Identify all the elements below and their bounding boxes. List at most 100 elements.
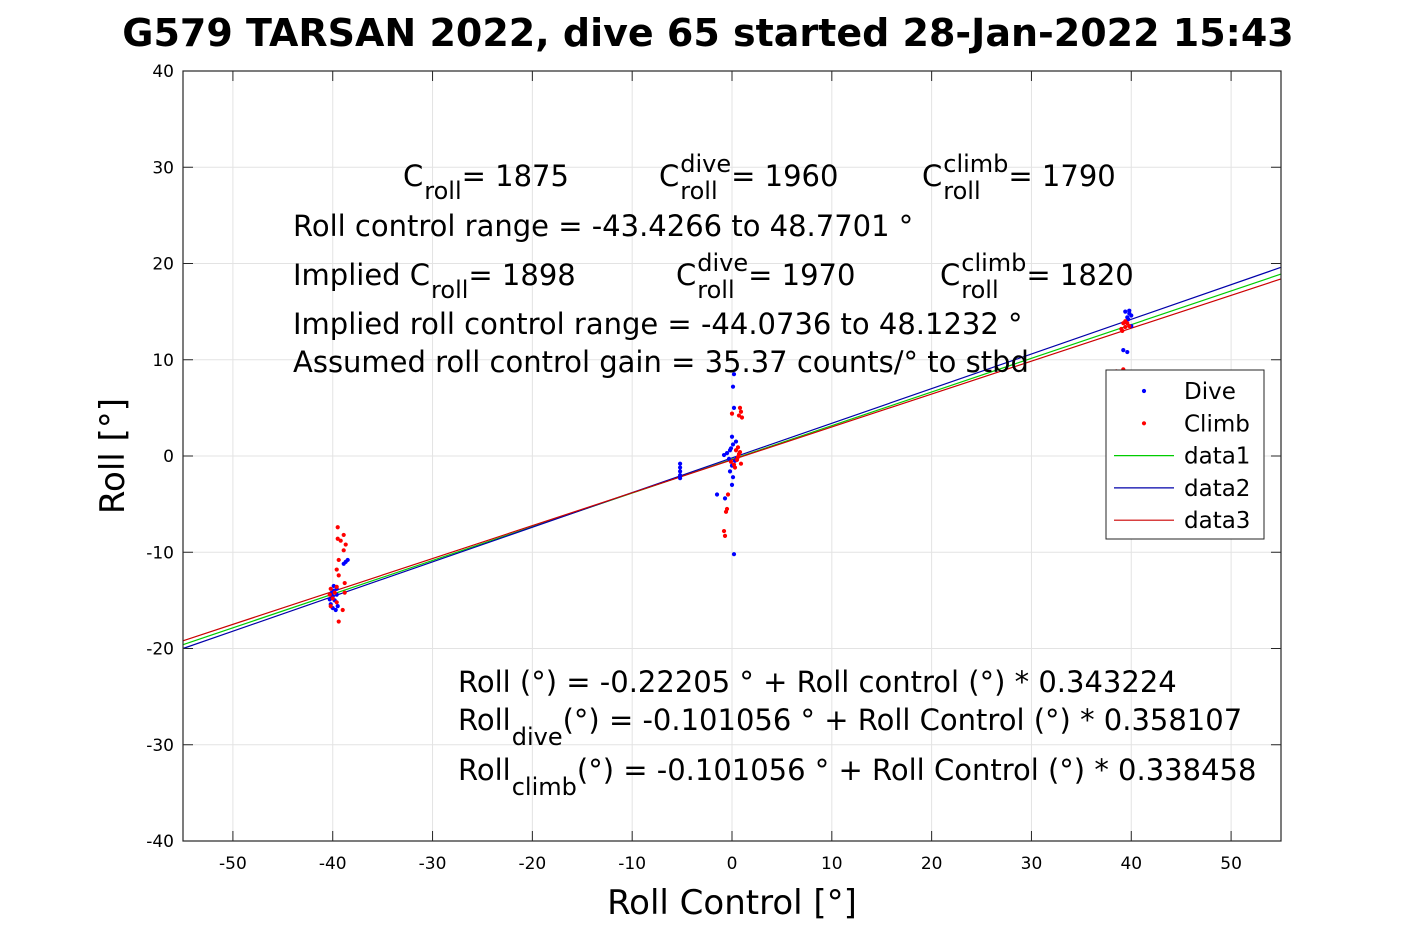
roll-dive-equation-rest: (°) = -0.101056 ° + Roll Control (°) * 0…	[563, 703, 1243, 737]
climb-point	[737, 405, 743, 410]
x-tick-label: -20	[518, 854, 546, 874]
c-roll-2-sub: roll	[943, 177, 980, 205]
x-tick-label: -40	[319, 854, 347, 874]
x-tick-label: -50	[219, 854, 247, 874]
climb-point	[729, 411, 735, 416]
chart-title: G579 TARSAN 2022, dive 65 started 28-Jan…	[122, 11, 1293, 55]
legend-label-data2: data2	[1184, 476, 1250, 502]
c-roll-1-base: C	[659, 159, 679, 193]
dive-point	[729, 434, 735, 439]
dive-point	[731, 405, 737, 410]
y-tick-label: -40	[146, 832, 174, 852]
roll-control-range: Roll control range = -43.4266 to 48.7701…	[293, 209, 913, 243]
roll-equation: Roll (°) = -0.22205 ° + Roll control (°)…	[458, 665, 1177, 699]
dive-point	[714, 492, 720, 497]
fit-line-data2	[182, 266, 1282, 650]
climb-point	[336, 557, 341, 563]
dive-point	[733, 439, 739, 444]
climb-point	[338, 538, 343, 543]
dive-point	[730, 475, 736, 480]
implied-c-roll-0-sub: roll	[431, 276, 468, 304]
climb-point	[1120, 328, 1125, 333]
dive-point	[731, 552, 737, 557]
roll-control-gain: Assumed roll control gain = 35.37 counts…	[293, 345, 1029, 379]
x-tick-label: 10	[821, 854, 843, 874]
dive-point	[1125, 349, 1130, 355]
c-roll-1-value: = 1960	[731, 159, 838, 193]
climb-point	[335, 525, 340, 530]
climb-point	[725, 492, 731, 497]
x-tick-label: 30	[1021, 854, 1043, 874]
plot-area: -50 -40 -30 -20 -10 0 10 20 30 40 50 -40 -30 -20 -10 0 1…	[146, 62, 1282, 874]
dive-point	[677, 469, 683, 474]
roll-climb-equation-rest: (°) = -0.101056 ° + Roll Control (°) * 0…	[577, 753, 1257, 787]
climb-point	[335, 536, 340, 541]
c-roll-0-value: = 1875	[462, 159, 569, 193]
y-tick-label: 40	[152, 62, 174, 82]
legend-label-dive: Dive	[1184, 379, 1236, 405]
climb-point	[340, 607, 345, 613]
legend-marker-climb	[1141, 421, 1147, 426]
dive-point	[729, 482, 735, 487]
c-roll-0-sub: roll	[424, 177, 461, 205]
implied-c-roll-2-value: = 1820	[1026, 258, 1133, 292]
c-roll-0-base: C	[403, 159, 423, 193]
dive-point	[730, 442, 736, 447]
dive-point	[335, 604, 340, 609]
climb-point	[1127, 323, 1132, 329]
y-axis-label: Roll [°]	[93, 398, 133, 514]
y-tick-label: -20	[146, 640, 174, 660]
implied-c-roll-1-sup: dive	[697, 249, 748, 277]
climb-point	[721, 528, 727, 534]
c-roll-2-base: C	[922, 159, 942, 193]
implied-c-roll-2-sup: climb	[961, 249, 1026, 277]
implied-c-roll-0-base: Implied C	[293, 258, 430, 292]
dive-point	[677, 476, 683, 481]
roll-dive-equation-base: Roll	[458, 703, 511, 737]
climb-point	[332, 590, 337, 595]
implied-c-roll-2-base: C	[940, 258, 960, 292]
legend-marker-dive	[1141, 388, 1147, 394]
climb-point	[723, 509, 729, 514]
climb-point	[735, 445, 741, 450]
implied-c-roll-1-base: C	[676, 258, 696, 292]
climb-point	[728, 459, 734, 464]
climb-point	[738, 461, 744, 466]
climb-point	[342, 580, 347, 586]
roll-dive-equation-sub: dive	[512, 723, 563, 751]
climb-point	[731, 462, 737, 467]
climb-point	[334, 567, 339, 572]
climb-point	[341, 532, 346, 538]
roll-climb-equation: Roll climb (°) = -0.101056 ° + Roll Contr…	[458, 753, 1256, 801]
axis-ticks: -50 -40 -30 -20 -10 0 10 20 30 40 50 -40 -30 -20 -10 0 1…	[146, 62, 1281, 874]
climb-point	[739, 415, 745, 420]
c-roll-1-sup: dive	[680, 150, 731, 178]
climb-point	[330, 596, 335, 601]
dive-point	[728, 446, 734, 451]
y-tick-label: 10	[152, 351, 174, 371]
legend-label-data3: data3	[1184, 508, 1250, 534]
climb-point	[328, 586, 333, 591]
implied-c-roll-0-value: = 1898	[468, 258, 575, 292]
y-tick-label: 0	[163, 447, 174, 467]
climb-point	[334, 600, 339, 605]
legend-label-data1: data1	[1184, 444, 1250, 470]
roll-dive-equation: Roll dive (°) = -0.101056 ° + Roll Contro…	[458, 703, 1242, 751]
dive-point	[730, 384, 736, 389]
x-axis-label: Roll Control [°]	[607, 883, 857, 923]
dive-point	[1123, 309, 1128, 314]
y-tick-label: 30	[152, 158, 174, 178]
dive-point	[333, 607, 338, 613]
dive-point	[1121, 348, 1126, 353]
implied-c-roll-1-sub: roll	[697, 276, 734, 304]
y-tick-label: 20	[152, 255, 174, 275]
climb-point	[327, 592, 332, 597]
climb-point	[1123, 324, 1128, 330]
climb-point	[738, 409, 744, 414]
climb-point	[722, 533, 728, 538]
